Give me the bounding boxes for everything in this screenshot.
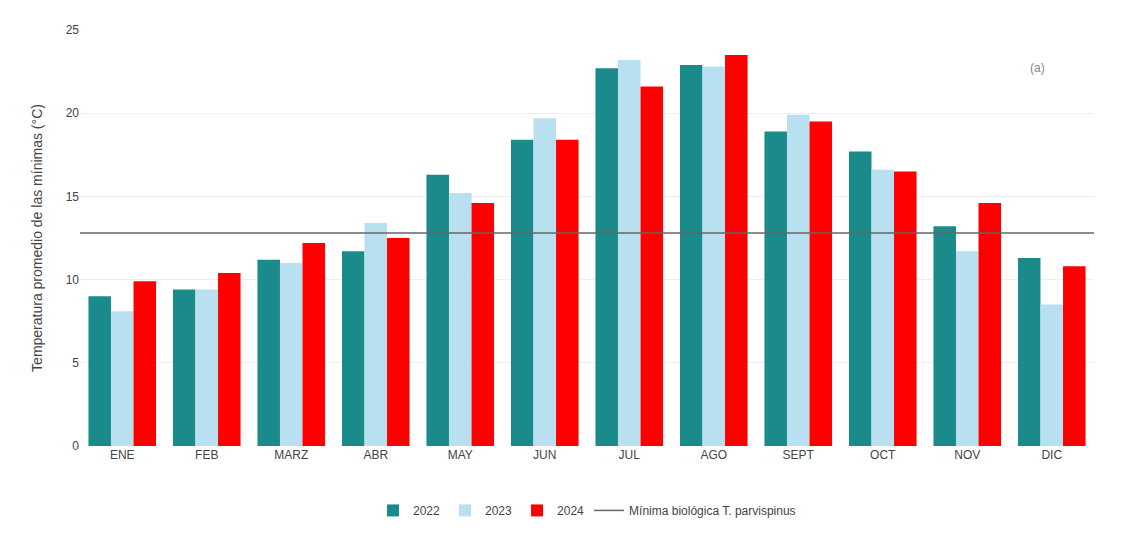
svg-text:NOV: NOV — [954, 448, 980, 462]
svg-text:ENE: ENE — [110, 448, 135, 462]
svg-text:OCT: OCT — [870, 448, 896, 462]
svg-text:2022: 2022 — [413, 504, 440, 518]
svg-text:SEPT: SEPT — [783, 448, 815, 462]
svg-text:2023: 2023 — [485, 504, 512, 518]
svg-text:AGO: AGO — [700, 448, 727, 462]
svg-text:JUL: JUL — [619, 448, 641, 462]
svg-text:(a): (a) — [1030, 61, 1045, 75]
svg-text:Mínima biológica T. parvispinu: Mínima biológica T. parvispinus — [629, 504, 796, 518]
svg-text:25: 25 — [66, 23, 80, 37]
svg-text:15: 15 — [66, 190, 80, 204]
svg-text:MAY: MAY — [448, 448, 473, 462]
svg-text:20: 20 — [66, 106, 80, 120]
svg-text:5: 5 — [72, 356, 79, 370]
svg-text:JUN: JUN — [533, 448, 556, 462]
svg-text:10: 10 — [66, 273, 80, 287]
svg-text:MARZ: MARZ — [274, 448, 308, 462]
svg-text:ABR: ABR — [363, 448, 388, 462]
svg-text:0: 0 — [72, 439, 79, 453]
svg-text:FEB: FEB — [195, 448, 218, 462]
svg-text:Temperatura promedio de las mí: Temperatura promedio de las mínimas (°C) — [29, 104, 45, 372]
svg-text:2024: 2024 — [557, 504, 584, 518]
svg-text:DIC: DIC — [1041, 448, 1062, 462]
